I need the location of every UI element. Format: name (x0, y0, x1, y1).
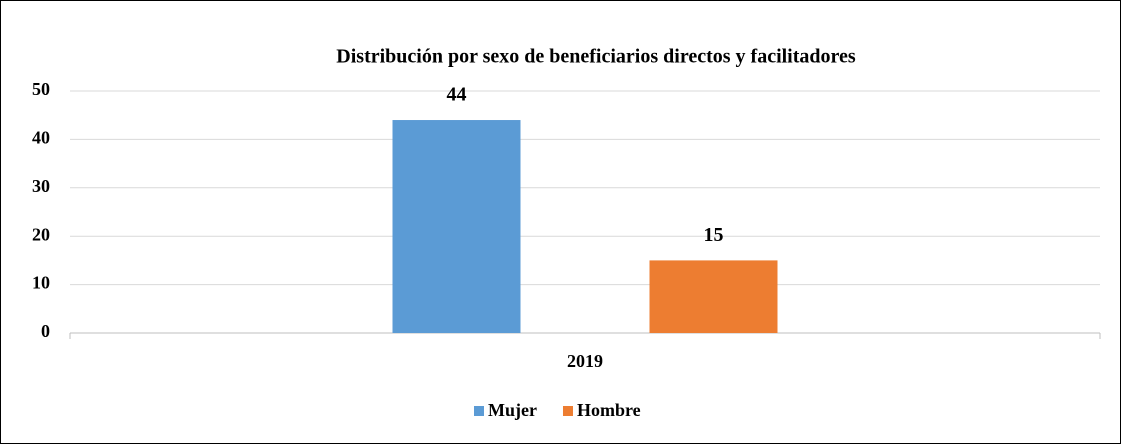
data-label: 44 (447, 84, 467, 106)
x-tick-label: 2019 (567, 351, 603, 371)
y-tick-label: 50 (32, 79, 50, 99)
legend-swatch (474, 406, 484, 416)
data-label: 15 (704, 224, 724, 246)
bar (649, 260, 778, 333)
y-tick-label: 0 (41, 321, 50, 341)
legend-label: Mujer (488, 400, 537, 420)
y-tick-label: 40 (32, 128, 50, 148)
bar (392, 120, 521, 333)
y-tick-label: 10 (32, 273, 50, 293)
chart-title: Distribución por sexo de beneficiarios d… (336, 46, 856, 68)
y-tick-label: 30 (32, 176, 50, 196)
y-tick-label: 20 (32, 224, 50, 244)
legend-swatch (562, 406, 573, 416)
legend-label: Hombre (577, 400, 641, 420)
